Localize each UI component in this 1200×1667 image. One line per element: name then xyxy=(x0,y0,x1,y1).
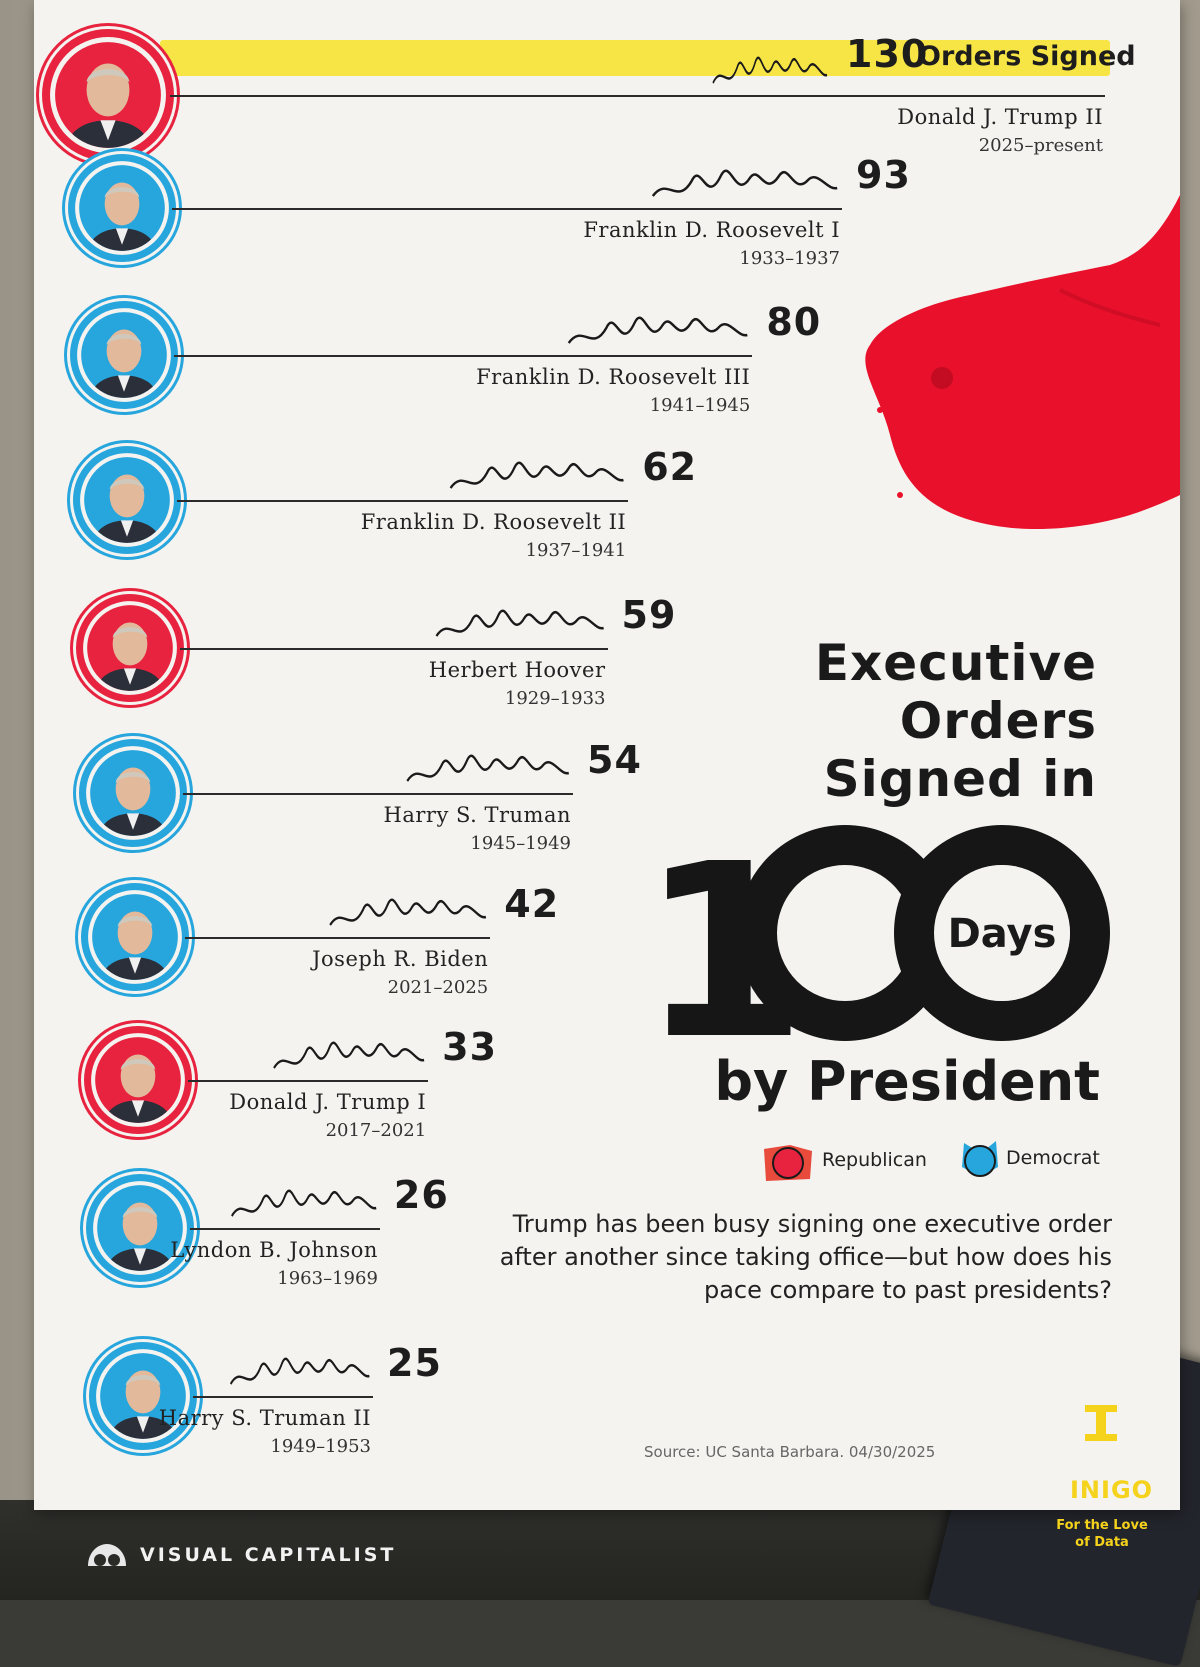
signature-graphic xyxy=(229,1357,370,1385)
signature-graphic xyxy=(435,609,604,637)
portrait-avatar xyxy=(89,1342,197,1450)
bar-line xyxy=(190,1228,380,1230)
president-term-years: 1963–1969 xyxy=(277,1268,378,1289)
bar-value-label: 54 xyxy=(587,738,642,782)
bar-value-label: 93 xyxy=(856,153,911,197)
portrait-avatar xyxy=(81,883,189,991)
bar-line xyxy=(183,793,573,795)
president-term-years: 1929–1933 xyxy=(504,688,606,709)
president-name-label: Joseph R. Biden xyxy=(312,947,489,971)
president-term-years: 1949–1953 xyxy=(270,1436,371,1457)
signature-graphic xyxy=(712,56,828,84)
infographic-paper xyxy=(34,0,1180,1510)
title-100-graphic: 1 Days xyxy=(640,825,1110,1055)
title-line-1: Executive xyxy=(814,634,1097,692)
title-tail: by President xyxy=(714,1050,1100,1113)
bar-line xyxy=(188,1080,429,1082)
bar-value-label: 130 xyxy=(846,32,929,76)
bar-line xyxy=(177,500,629,502)
president-name-label: Donald J. Trump I xyxy=(229,1090,427,1114)
president-name-label: Franklin D. Roosevelt II xyxy=(360,510,627,534)
title-days: Days xyxy=(948,911,1057,957)
portrait-avatar xyxy=(86,1174,194,1282)
portrait-avatar xyxy=(76,594,184,702)
bar-value-label: 59 xyxy=(621,593,677,637)
president-name-label: Franklin D. Roosevelt III xyxy=(476,365,751,389)
portrait-avatar xyxy=(84,1026,192,1134)
portrait-avatar xyxy=(42,29,174,161)
portrait-avatar xyxy=(70,301,178,409)
bar-line xyxy=(185,937,491,939)
signature-graphic xyxy=(230,1189,377,1217)
president-term-years: 2021–2025 xyxy=(387,977,489,998)
legend-republican-label: Republican xyxy=(822,1149,927,1171)
bar-value-label: 42 xyxy=(504,882,560,926)
president-term-years: 1941–1945 xyxy=(649,395,751,416)
visual-capitalist-wordmark: VISUAL CAPITALIST xyxy=(140,1544,397,1566)
president-name-label: Franklin D. Roosevelt I xyxy=(583,218,840,242)
president-term-years: 1933–1937 xyxy=(739,248,840,269)
bar-line xyxy=(172,208,842,210)
legend-democrat-swatch xyxy=(962,1141,998,1177)
bar-value-suffix: Orders Signed xyxy=(918,41,1136,72)
president-name-label: Lyndon B. Johnson xyxy=(170,1238,378,1262)
president-term-years: 1945–1949 xyxy=(470,833,572,854)
president-term-years: 1937–1941 xyxy=(525,540,627,561)
president-name-label: Donald J. Trump II xyxy=(897,105,1103,129)
legend-democrat-label: Democrat xyxy=(1006,1147,1100,1169)
chart-subtitle: Trump has been busy signing one executiv… xyxy=(499,1210,1112,1304)
top-row-highlight xyxy=(160,40,1110,76)
visual-capitalist-logo-icon xyxy=(88,1544,126,1566)
bar-value-label: 33 xyxy=(442,1025,498,1069)
bar-value-label: 62 xyxy=(642,445,698,489)
inigo-tagline: For the Love of Data xyxy=(1056,1518,1148,1550)
bar-line xyxy=(174,355,753,357)
signature-graphic xyxy=(329,898,487,926)
title-line-3: Signed in xyxy=(823,750,1097,808)
president-name-label: Herbert Hoover xyxy=(428,658,606,682)
president-name-label: Harry S. Truman xyxy=(383,803,572,827)
president-term-years: 2025–present xyxy=(978,135,1103,156)
inigo-wordmark: INIGO xyxy=(1070,1476,1154,1504)
bar-value-label: 80 xyxy=(766,300,822,344)
president-term-years: 2017–2021 xyxy=(325,1120,427,1141)
title-zero-2 xyxy=(894,825,1110,1041)
bar-value-label: 26 xyxy=(393,1173,449,1217)
signature-graphic xyxy=(651,169,838,197)
signature-graphic xyxy=(273,1041,425,1069)
bar-line xyxy=(193,1396,373,1398)
signature-graphic xyxy=(406,754,570,782)
portrait-avatar xyxy=(68,154,176,262)
signature-graphic xyxy=(568,316,748,344)
bar-line xyxy=(180,648,608,650)
president-name-label: Harry S. Truman II xyxy=(158,1406,371,1430)
bar-value-label: 25 xyxy=(387,1341,442,1385)
portrait-avatar xyxy=(79,739,187,847)
signature-graphic xyxy=(449,461,624,489)
source-note: Source: UC Santa Barbara. 04/30/2025 xyxy=(644,1443,936,1461)
title-line-2: Orders xyxy=(899,692,1097,750)
ink-blot-decoration xyxy=(865,195,1180,530)
inigo-logo-icon xyxy=(1085,1405,1117,1441)
legend-republican-swatch xyxy=(764,1145,812,1181)
portrait-avatar xyxy=(73,446,181,554)
bar-line xyxy=(170,95,1105,97)
